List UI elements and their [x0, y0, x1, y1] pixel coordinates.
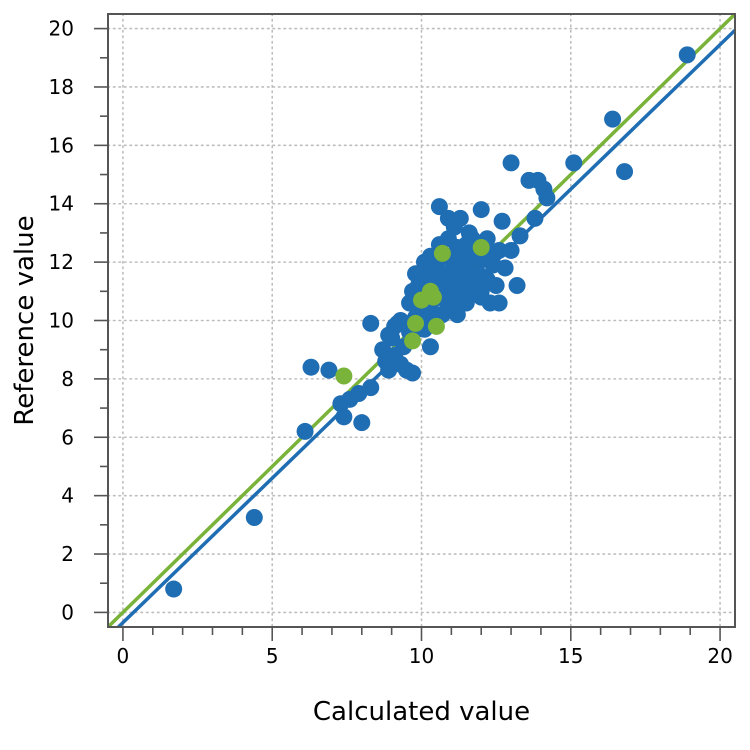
- x-axis-title: Calculated value: [313, 697, 530, 727]
- data-point-s0-80: [565, 154, 583, 172]
- y-tick-label-6: 12: [49, 250, 74, 274]
- data-points: [165, 46, 696, 598]
- data-point-s0-9: [353, 414, 371, 432]
- x-tick-label-2: 10: [409, 644, 434, 668]
- data-point-s1-0: [335, 367, 353, 385]
- data-point-s1-6: [427, 317, 445, 335]
- data-point-s0-3: [302, 358, 320, 376]
- tick-labels: 0 5 10 15 20 0 2 4 6 8 10 12 14 16 18 20: [49, 17, 733, 668]
- y-tick-label-5: 10: [49, 309, 74, 333]
- data-point-s0-113: [448, 306, 466, 324]
- y-tick-label-9: 18: [49, 75, 74, 99]
- y-tick-label-4: 8: [61, 367, 74, 391]
- data-point-s0-66: [487, 276, 505, 294]
- y-tick-label-2: 4: [61, 484, 74, 508]
- x-tick-label-3: 15: [558, 644, 583, 668]
- data-point-s0-31: [421, 338, 439, 356]
- data-point-s1-5: [424, 288, 442, 306]
- axis-ticks: [94, 27, 721, 641]
- data-point-s0-68: [490, 294, 508, 312]
- data-point-s0-61: [472, 201, 490, 219]
- data-point-s0-74: [511, 227, 529, 245]
- data-point-s0-69: [493, 212, 511, 230]
- x-tick-label-4: 20: [707, 644, 732, 668]
- data-point-s0-71: [502, 241, 520, 259]
- data-point-s0-79: [538, 189, 556, 207]
- data-point-s0-73: [508, 276, 526, 294]
- y-tick-label-1: 2: [61, 542, 74, 566]
- y-tick-label-3: 6: [61, 425, 74, 449]
- data-point-s1-7: [433, 244, 451, 262]
- data-point-s0-0: [165, 580, 183, 598]
- grid: [107, 13, 736, 628]
- data-point-s0-76: [526, 209, 544, 227]
- data-point-s0-1: [245, 509, 263, 527]
- data-point-s0-86: [418, 306, 436, 324]
- data-point-s0-36: [430, 198, 448, 216]
- y-axis-title: Reference value: [10, 215, 40, 425]
- data-point-s1-1: [404, 332, 422, 350]
- data-point-s0-70: [496, 259, 514, 277]
- data-point-s0-6: [335, 408, 353, 426]
- y-tick-label-7: 14: [49, 192, 74, 216]
- data-point-s0-11: [362, 379, 380, 397]
- y-tick-label-0: 0: [61, 600, 74, 624]
- data-point-s0-103: [380, 326, 398, 344]
- data-point-s0-4: [320, 361, 338, 379]
- data-point-s0-94: [466, 274, 484, 292]
- data-point-s0-83: [678, 46, 696, 64]
- data-point-s0-22: [404, 364, 422, 382]
- data-point-s0-81: [604, 110, 622, 128]
- data-point-s0-10: [362, 314, 380, 332]
- y-tick-label-10: 20: [49, 17, 74, 41]
- data-point-s0-2: [296, 422, 314, 440]
- data-point-s0-112: [407, 265, 425, 283]
- data-point-s0-82: [616, 163, 634, 181]
- x-tick-label-1: 5: [266, 644, 279, 668]
- data-point-s1-2: [407, 314, 425, 332]
- y-tick-label-8: 16: [49, 133, 74, 157]
- data-point-s0-107: [445, 218, 463, 236]
- data-point-s0-110: [472, 288, 490, 306]
- x-tick-label-0: 0: [117, 644, 130, 668]
- data-point-s1-8: [472, 239, 490, 257]
- data-point-s0-96: [451, 253, 469, 271]
- data-point-s0-111: [415, 253, 433, 271]
- data-point-s0-72: [502, 154, 520, 172]
